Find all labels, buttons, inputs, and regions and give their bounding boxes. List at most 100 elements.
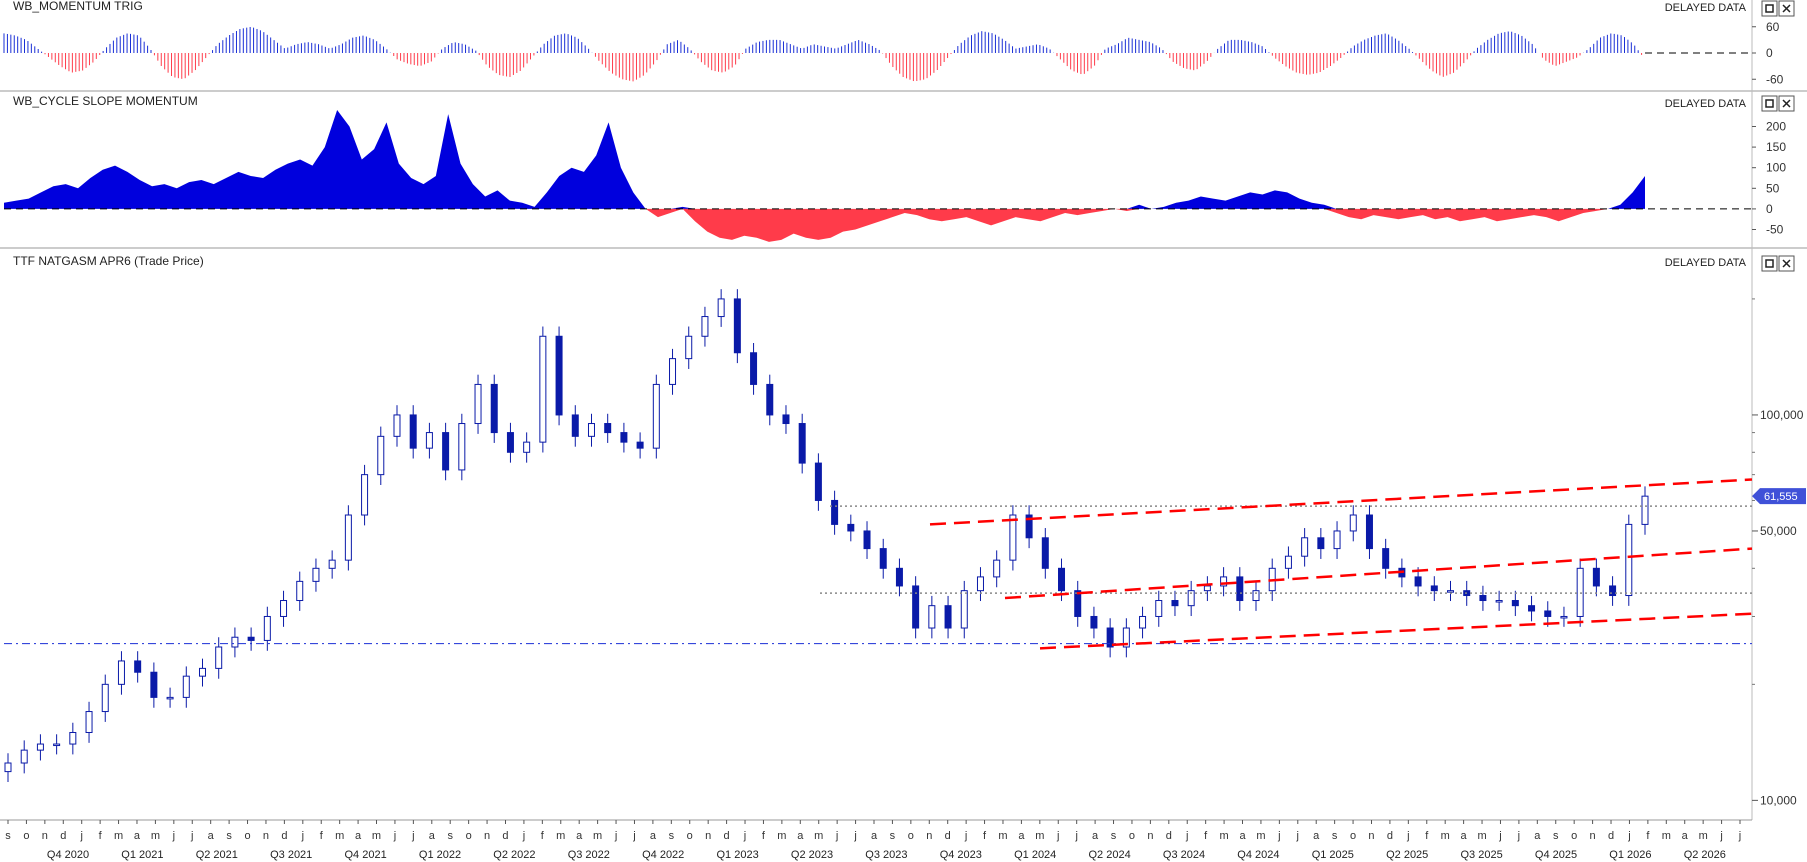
candle-body bbox=[701, 316, 709, 337]
month-label: m bbox=[814, 830, 823, 842]
candle-body bbox=[879, 548, 887, 569]
month-label: d bbox=[1166, 830, 1172, 842]
month-label: m bbox=[1219, 830, 1228, 842]
candle-body bbox=[1171, 600, 1179, 607]
price-candles: 100,000 50,000 10,000 61,555 bbox=[4, 289, 1806, 807]
price-tick-label: 50,000 bbox=[1760, 524, 1797, 538]
month-label: j bbox=[614, 830, 617, 842]
candle-body bbox=[134, 660, 142, 673]
candle-body bbox=[863, 530, 871, 550]
candle-body bbox=[409, 414, 417, 449]
candle-body bbox=[117, 660, 125, 685]
candle-body bbox=[101, 683, 109, 713]
trend-line-middle bbox=[1004, 547, 1753, 600]
month-label: s bbox=[1553, 830, 1559, 842]
candle-body bbox=[539, 335, 547, 443]
month-label: f bbox=[762, 830, 766, 842]
candle-body bbox=[344, 514, 352, 561]
candle-body bbox=[312, 567, 320, 582]
month-label: n bbox=[1368, 830, 1374, 842]
candle-body bbox=[458, 423, 466, 471]
quarter-label: Q2 2025 bbox=[1386, 849, 1428, 861]
candle-body bbox=[166, 696, 174, 700]
quarter-label: Q1 2025 bbox=[1312, 849, 1354, 861]
candle-body bbox=[1139, 615, 1147, 629]
month-label: o bbox=[23, 830, 29, 842]
candle-body bbox=[717, 298, 725, 318]
month-label: a bbox=[1018, 830, 1025, 842]
quarter-label: Q1 2026 bbox=[1609, 849, 1651, 861]
month-label: d bbox=[1387, 830, 1393, 842]
month-label: o bbox=[1129, 830, 1135, 842]
month-label: n bbox=[926, 830, 932, 842]
candle-body bbox=[960, 590, 968, 629]
month-label: o bbox=[1571, 830, 1577, 842]
month-label: j bbox=[172, 830, 175, 842]
candle-body bbox=[750, 352, 758, 385]
month-label: j bbox=[1498, 830, 1501, 842]
month-label: j bbox=[835, 830, 838, 842]
month-label: m bbox=[998, 830, 1007, 842]
candle-body bbox=[798, 423, 806, 464]
month-label: d bbox=[60, 830, 66, 842]
candle-body bbox=[685, 335, 693, 360]
quarter-label: Q1 2021 bbox=[121, 849, 163, 861]
price-tick-label: 100,000 bbox=[1760, 408, 1804, 422]
month-label: m bbox=[593, 830, 602, 842]
month-label: j bbox=[632, 830, 635, 842]
cycle-maximize-button[interactable] bbox=[1761, 95, 1778, 112]
candle-body bbox=[1430, 585, 1438, 592]
candle-body bbox=[669, 358, 677, 385]
price-maximize-button[interactable] bbox=[1761, 255, 1778, 272]
month-label: a bbox=[1313, 830, 1320, 842]
month-label: a bbox=[650, 830, 657, 842]
cycle-close-button[interactable] bbox=[1778, 95, 1795, 112]
candle-body bbox=[1592, 567, 1600, 587]
month-label: m bbox=[1256, 830, 1265, 842]
month-label: f bbox=[99, 830, 103, 842]
month-label: j bbox=[1296, 830, 1299, 842]
candle-body bbox=[490, 383, 498, 434]
cycle-panel-title: WB_CYCLE SLOPE MOMENTUM bbox=[13, 94, 198, 108]
candle-body bbox=[1641, 495, 1649, 525]
quarter-label: Q1 2024 bbox=[1014, 849, 1056, 861]
month-label: d bbox=[724, 830, 730, 842]
candle-body bbox=[1382, 548, 1390, 569]
month-label: m bbox=[372, 830, 381, 842]
candle-body bbox=[393, 414, 401, 437]
candle-body bbox=[1365, 514, 1373, 550]
momentum-maximize-button[interactable] bbox=[1761, 0, 1778, 17]
cycle-tick-label: 50 bbox=[1766, 181, 1780, 195]
month-label: a bbox=[1682, 830, 1689, 842]
quarter-label: Q3 2025 bbox=[1460, 849, 1502, 861]
month-label: o bbox=[908, 830, 914, 842]
candle-body bbox=[1090, 615, 1098, 629]
quarter-label: Q4 2023 bbox=[940, 849, 982, 861]
month-label: a bbox=[429, 830, 436, 842]
cycle-positive-area bbox=[4, 110, 1645, 209]
candle-body bbox=[1560, 615, 1568, 619]
month-label: j bbox=[190, 830, 193, 842]
candle-body bbox=[1106, 627, 1114, 648]
candle-body bbox=[231, 636, 239, 648]
month-label: j bbox=[1738, 830, 1741, 842]
candle-body bbox=[377, 435, 385, 476]
month-label: j bbox=[79, 830, 82, 842]
candle-body bbox=[36, 743, 44, 751]
cycle-tick-label: 200 bbox=[1766, 119, 1786, 133]
momentum-close-button[interactable] bbox=[1778, 0, 1795, 17]
candle-body bbox=[620, 432, 628, 443]
candle-body bbox=[1333, 530, 1341, 550]
candle-body bbox=[1349, 514, 1357, 532]
candle-body bbox=[361, 474, 369, 516]
month-label: j bbox=[1185, 830, 1188, 842]
cycle-tick-label: 150 bbox=[1766, 140, 1786, 154]
month-label: m bbox=[1662, 830, 1671, 842]
month-label: j bbox=[964, 830, 967, 842]
cycle-tick-label: 100 bbox=[1766, 161, 1786, 175]
candle-body bbox=[1058, 567, 1066, 592]
momentum-tick-label: -60 bbox=[1766, 72, 1784, 86]
price-panel-title: TTF NATGASM APR6 (Trade Price) bbox=[13, 254, 204, 268]
price-close-button[interactable] bbox=[1778, 255, 1795, 272]
